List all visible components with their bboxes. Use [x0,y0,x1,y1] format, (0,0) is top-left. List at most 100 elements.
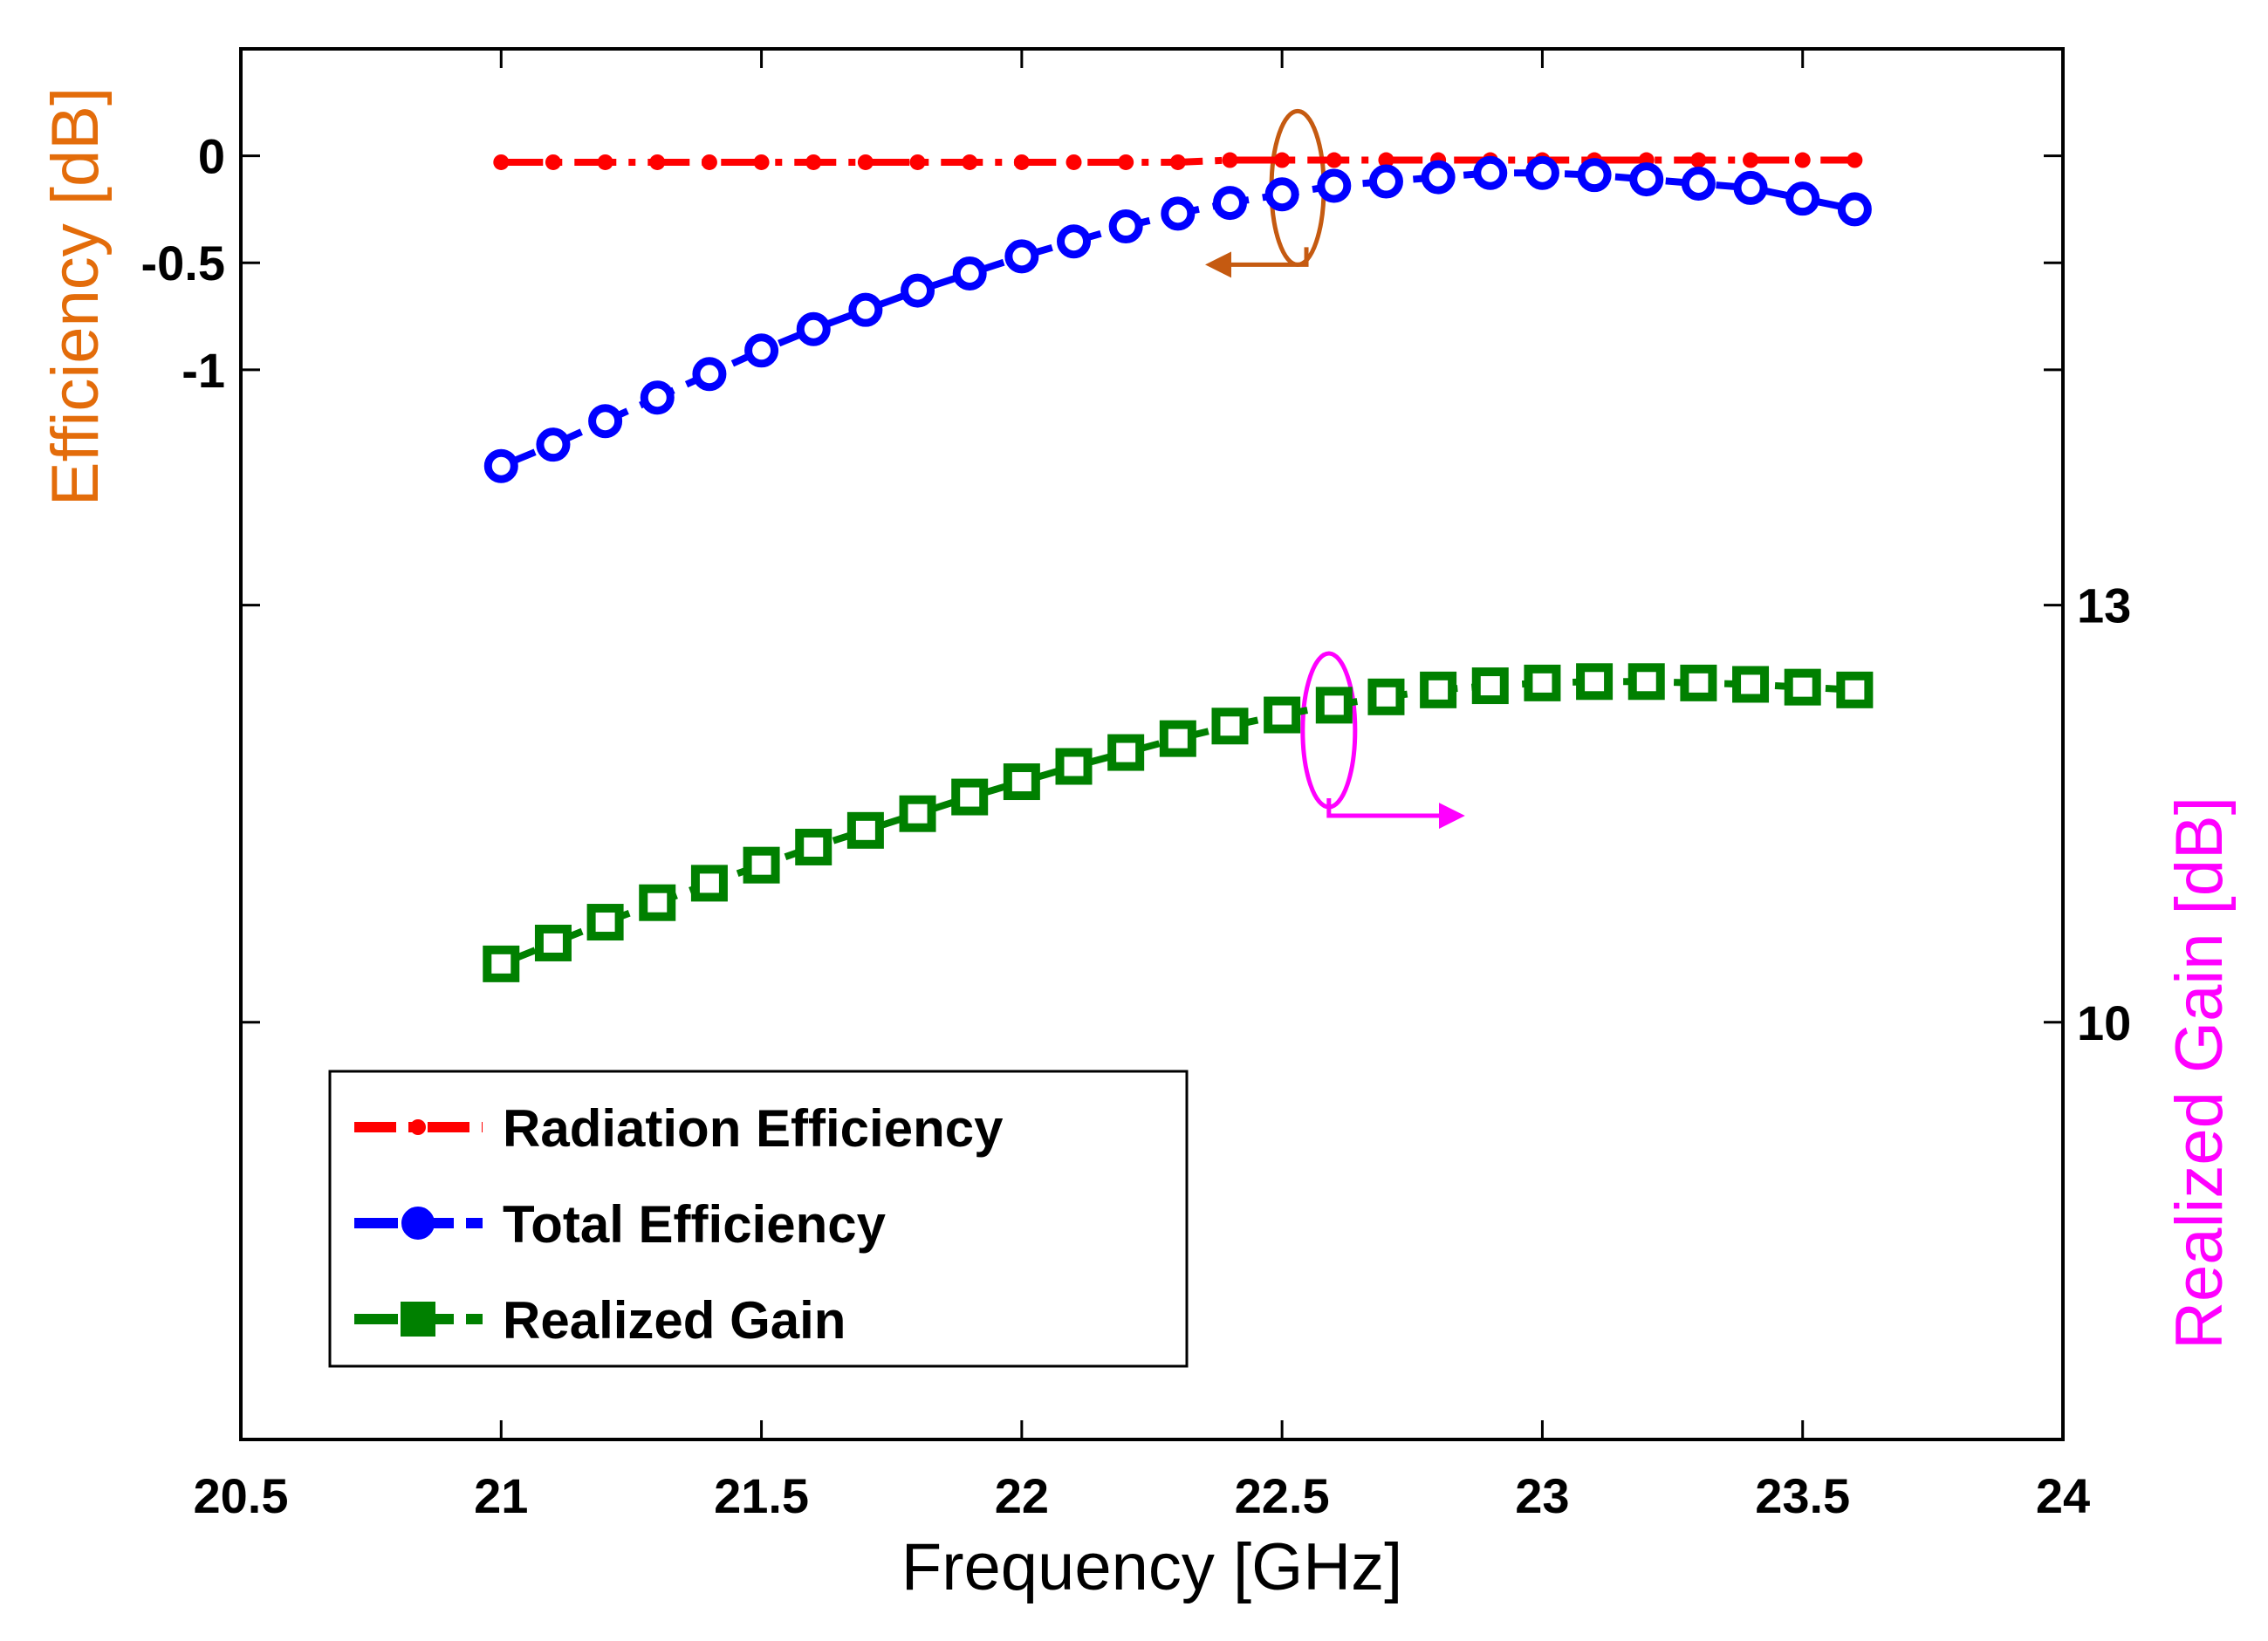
data-point-0 [649,154,666,170]
data-point-2 [1680,664,1717,701]
annotation-arrow [1326,798,1465,830]
data-point-1 [1057,224,1092,259]
data-point-1 [483,448,518,483]
legend-item: Radiation Efficiency [354,1099,1004,1158]
data-point-2 [534,924,572,961]
y2-tick-label: 13 [2077,578,2131,633]
data-point-1 [536,427,571,462]
data-point-2 [1576,663,1614,701]
data-point-2 [1003,763,1040,801]
data-point-0 [1065,154,1082,170]
data-point-2 [1836,671,1874,708]
x-tick-label: 23.5 [1755,1468,1850,1523]
data-point-0 [1169,154,1186,170]
data-point-2 [1784,668,1821,706]
data-point-0 [545,154,561,170]
data-point-1 [1004,239,1039,274]
data-point-0 [493,154,510,170]
data-point-1 [692,357,727,392]
data-point-0 [753,154,770,170]
data-point-0 [1847,152,1863,168]
data-point-2 [1159,720,1196,757]
data-point-2 [586,904,624,941]
data-point-1 [1681,166,1716,201]
data-point-2 [1627,663,1665,701]
data-point-1 [1785,181,1820,216]
data-point-2 [1315,687,1353,724]
data-point-2 [690,865,728,902]
data-point-2 [639,884,676,921]
annotation-arrow [1205,247,1309,278]
data-point-2 [1732,666,1770,703]
data-point-2 [1367,678,1405,715]
data-point-0 [1274,152,1291,168]
data-point-1 [744,333,779,368]
legend-marker [401,1302,435,1337]
legend-items: Radiation Efficiency Total Efficiency Real… [354,1099,1004,1350]
x-tick-label: 21.5 [714,1468,809,1523]
data-point-0 [1222,152,1238,168]
legend-marker [410,1119,426,1135]
data-point-2 [1264,696,1301,734]
data-point-0 [1326,152,1342,168]
data-point-0 [1118,154,1134,170]
data-point-1 [1577,158,1612,193]
data-point-1 [640,380,675,415]
y2-tick-label: 10 [2077,995,2131,1050]
data-point-2 [846,811,884,849]
y-tick-label: -1 [182,343,225,398]
data-point-2 [483,945,520,982]
x-tick-label: 21 [474,1468,528,1523]
data-point-2 [795,828,833,865]
x-tick-label: 20.5 [194,1468,289,1523]
right-axis-title: Realized Gain [dB] [2162,797,2237,1350]
legend-item: Total Efficiency [354,1195,887,1254]
legend-marker [401,1207,435,1240]
data-point-0 [1794,152,1811,168]
data-point-1 [1212,186,1247,221]
data-point-1 [1733,170,1768,205]
data-point-2 [1524,664,1561,701]
data-point-1 [1473,155,1508,190]
left-axis-title: Efficiency [dB] [38,87,113,506]
data-point-2 [951,778,989,816]
data-point-0 [805,154,822,170]
x-tick-label: 22 [995,1468,1049,1523]
data-point-1 [1629,162,1664,197]
data-point-0 [1378,152,1394,168]
data-point-1 [1161,196,1196,231]
data-point-1 [796,311,831,346]
legend-item: Realized Gain [354,1291,846,1350]
legend: Radiation Efficiency Total Efficiency Real… [328,1070,1189,1368]
series-layer [483,152,1874,982]
data-point-1 [1837,192,1872,227]
data-point-1 [588,404,623,439]
data-point-2 [1107,734,1145,771]
data-point-0 [962,154,978,170]
data-point-0 [1743,152,1759,168]
series-1 [483,155,1872,483]
data-point-0 [597,154,613,170]
data-point-0 [1690,152,1707,168]
data-point-1 [1264,177,1299,212]
data-point-2 [1420,671,1457,708]
x-tick-label: 24 [2036,1468,2090,1523]
x-axis-title: Frequency [GHz] [901,1530,1402,1604]
legend-label: Realized Gain [503,1291,846,1350]
data-point-2 [1055,748,1093,785]
data-point-1 [1317,168,1352,203]
data-point-2 [743,846,780,884]
data-point-1 [1421,160,1456,195]
legend-label: Total Efficiency [503,1195,887,1254]
data-point-1 [1368,164,1403,199]
y-tick-label: 0 [198,129,225,184]
data-point-1 [1108,209,1143,244]
annotation-1 [1300,651,1465,830]
data-point-1 [952,256,987,291]
plot-area-frame [239,47,2065,1441]
data-point-2 [1211,708,1249,745]
data-point-0 [701,154,717,170]
y-tick-label: -0.5 [141,236,226,291]
